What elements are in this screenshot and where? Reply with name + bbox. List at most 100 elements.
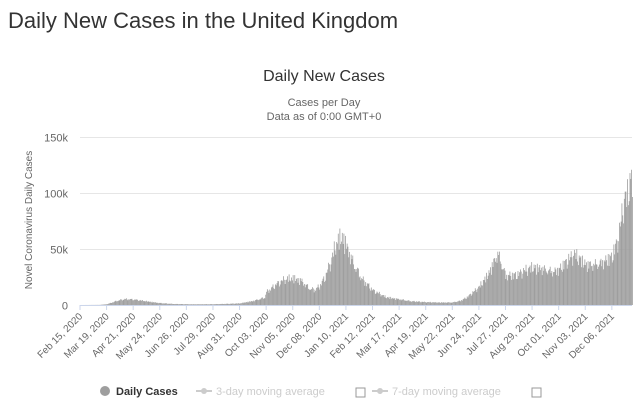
daily-case-bar (619, 222, 620, 305)
legend-item-7day-average[interactable]: 7-day moving average (372, 386, 542, 398)
daily-case-bar (632, 196, 633, 305)
daily-case-bar (360, 280, 362, 305)
daily-case-bar (287, 281, 289, 305)
line-marker-dot-icon (377, 388, 383, 394)
daily-case-bar (442, 302, 444, 305)
daily-case-bar (364, 285, 366, 305)
daily-case-bar (620, 221, 622, 305)
daily-case-bar (490, 267, 491, 305)
daily-case-bar (552, 276, 554, 305)
daily-case-bar (378, 293, 379, 305)
daily-case-bar (254, 301, 255, 305)
daily-case-bar (128, 299, 130, 305)
daily-case-bar (301, 278, 303, 305)
daily-case-bar (576, 249, 578, 305)
daily-case-bar (173, 304, 175, 305)
daily-case-bar (371, 290, 373, 305)
daily-case-bar (183, 304, 185, 305)
daily-case-bar (517, 271, 519, 305)
daily-case-bar (259, 299, 261, 305)
daily-case-bar (142, 300, 144, 305)
daily-case-bar (196, 304, 197, 305)
daily-case-bar (536, 263, 538, 305)
daily-case-bar (598, 266, 599, 305)
daily-case-bar (536, 274, 537, 305)
daily-case-bar (304, 287, 306, 305)
daily-case-bar (473, 291, 475, 305)
daily-case-bar (161, 303, 163, 305)
daily-case-bar (318, 287, 320, 305)
daily-case-bar (592, 270, 594, 305)
daily-case-bar (230, 303, 232, 305)
chart-title: Daily New Cases (263, 68, 385, 85)
daily-case-bar (314, 289, 316, 305)
daily-case-bar (457, 301, 458, 305)
daily-case-bar (461, 300, 462, 305)
daily-case-bar (299, 284, 300, 305)
daily-case-bar (217, 304, 219, 305)
daily-case-bar (527, 275, 529, 305)
daily-case-bar (497, 251, 499, 305)
checkbox-7day[interactable] (531, 387, 542, 398)
daily-case-bar (268, 292, 270, 305)
daily-case-bar (505, 279, 507, 305)
daily-case-bar (206, 304, 208, 305)
daily-case-bar (358, 268, 359, 305)
daily-case-bar (374, 290, 375, 305)
daily-case-bar (611, 252, 612, 305)
daily-case-bar (296, 278, 298, 305)
daily-case-bar (200, 304, 202, 305)
daily-case-bar (170, 303, 172, 305)
daily-case-bar (175, 303, 177, 305)
daily-case-bar (310, 289, 312, 305)
daily-case-bar (295, 278, 297, 305)
daily-case-bar (234, 303, 236, 305)
daily-case-bar (429, 301, 431, 305)
daily-case-bar (573, 249, 575, 305)
daily-case-bar (561, 271, 563, 305)
daily-case-bar (109, 302, 111, 305)
daily-case-bar (399, 299, 401, 305)
daily-case-bar (266, 289, 268, 305)
daily-case-bar (137, 299, 139, 305)
legend: Daily Cases 3-day moving average 7-day m… (100, 386, 542, 398)
daily-case-bar (258, 299, 260, 305)
daily-case-bar (269, 289, 271, 305)
daily-case-bar (262, 297, 263, 305)
daily-case-bar (519, 269, 521, 305)
daily-case-bar (543, 270, 545, 305)
daily-case-bar (117, 301, 118, 305)
daily-case-bar (121, 299, 122, 305)
daily-case-bar (569, 257, 571, 305)
daily-case-bar (624, 191, 626, 305)
daily-case-bar (582, 267, 584, 305)
daily-case-bar (353, 264, 354, 305)
daily-case-bar (185, 304, 187, 305)
daily-case-bar (266, 291, 267, 305)
daily-case-bar (244, 302, 246, 305)
daily-case-bar (434, 302, 436, 305)
checkbox-3day[interactable] (355, 387, 366, 398)
daily-case-bar (582, 255, 583, 305)
daily-case-bar (274, 289, 276, 305)
daily-case-bar (356, 269, 358, 305)
daily-case-bar (408, 300, 410, 305)
daily-case-bar (464, 297, 466, 305)
daily-case-bar (403, 300, 405, 305)
daily-case-bar (133, 300, 134, 305)
legend-item-3day-average[interactable]: 3-day moving average (196, 386, 366, 398)
daily-case-bar (166, 303, 168, 305)
daily-case-bar (324, 280, 326, 305)
legend-item-daily-cases[interactable]: Daily Cases (100, 386, 178, 398)
daily-case-bar (326, 272, 328, 305)
daily-case-bar (115, 300, 117, 305)
grid-lines (80, 137, 632, 250)
daily-case-bar (544, 265, 545, 305)
daily-case-bar (237, 303, 239, 305)
daily-case-bar (366, 283, 368, 305)
daily-case-bar (165, 303, 167, 305)
daily-case-bar (502, 269, 504, 305)
daily-case-bar (534, 268, 536, 305)
daily-case-bar (211, 304, 213, 305)
